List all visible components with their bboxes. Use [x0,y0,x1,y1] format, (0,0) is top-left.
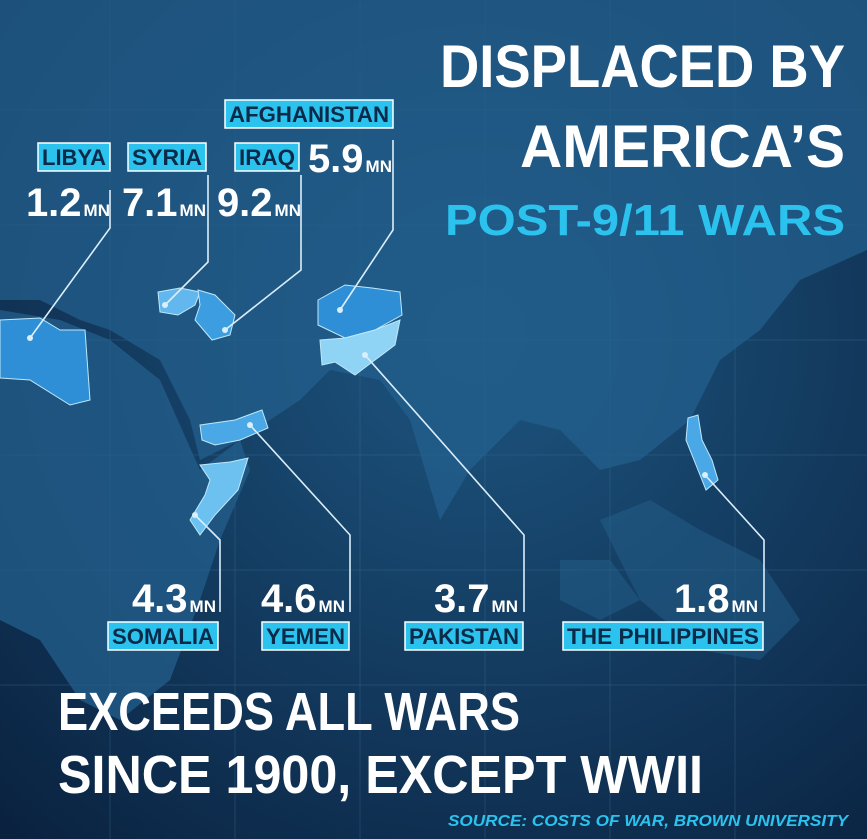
leader-line [364,354,525,612]
label-box [107,621,219,651]
country-name: YEMEN [266,624,345,649]
label-box [404,621,524,651]
highlighted-countries [0,284,719,536]
value-number: 3.7 [434,577,490,621]
title-line: AMERICA’S [520,113,845,180]
footer-line: SINCE 1900, EXCEPT WWII [58,745,703,805]
leader-line [194,514,221,612]
leader-line [164,175,209,306]
leader-line [29,190,111,339]
value-unit: MN [366,157,392,176]
displaced-value: 1.8 MN [674,577,758,621]
label-box [562,621,764,651]
displaced-value: 7.1 MN [122,181,206,225]
value-number: 1.8 [674,577,730,621]
value-unit: MN [492,597,518,616]
displaced-value: 3.7 MN [434,577,518,621]
country-name: SYRIA [132,145,202,170]
value-unit: MN [180,201,206,220]
value-unit: MN [732,597,758,616]
value-unit: MN [275,201,301,220]
location-dot [162,302,168,308]
location-dot [337,307,343,313]
title-subline: POST-9/11 WARS [445,196,845,245]
landmass [0,0,867,720]
value-unit: MN [319,597,345,616]
leader-line [704,474,765,612]
value-unit: MN [84,201,110,220]
displaced-value: 4.3 MN [132,577,216,621]
label-box [37,142,111,172]
displaced-value: 4.6 MN [261,577,345,621]
title-line: DISPLACED BY [440,33,845,100]
displaced-value: 5.9 MN [308,137,392,181]
country-name: SOMALIA [112,624,214,649]
label-box [127,142,207,172]
label-box [234,142,300,172]
country-name: AFGHANISTAN [229,102,389,127]
location-dot [702,472,708,478]
location-dot [362,352,368,358]
value-number: 7.1 [122,181,178,225]
label-box [261,621,350,651]
value-unit: MN [190,597,216,616]
location-dot [247,422,253,428]
country-name: PAKISTAN [409,624,519,649]
location-dot [27,335,33,341]
footer-line: EXCEEDS ALL WARS [58,682,520,742]
displaced-value: 1.2 MN [26,181,110,225]
location-dot [222,327,228,333]
displaced-value: 9.2 MN [217,181,301,225]
leader-line [249,424,351,612]
leader-line [339,140,394,311]
location-dot [192,512,198,518]
leader-line [224,175,302,331]
label-box [224,99,394,129]
source: SOURCE: COSTS OF WAR, BROWN UNIVERSITY [448,813,849,830]
value-number: 9.2 [217,181,273,225]
value-number: 4.6 [261,577,317,621]
country-name: IRAQ [239,145,295,170]
value-number: 4.3 [132,577,188,621]
country-name: LIBYA [42,145,106,170]
value-number: 1.2 [26,181,82,225]
value-number: 5.9 [308,137,364,181]
country-name: THE PHILIPPINES [567,624,759,649]
